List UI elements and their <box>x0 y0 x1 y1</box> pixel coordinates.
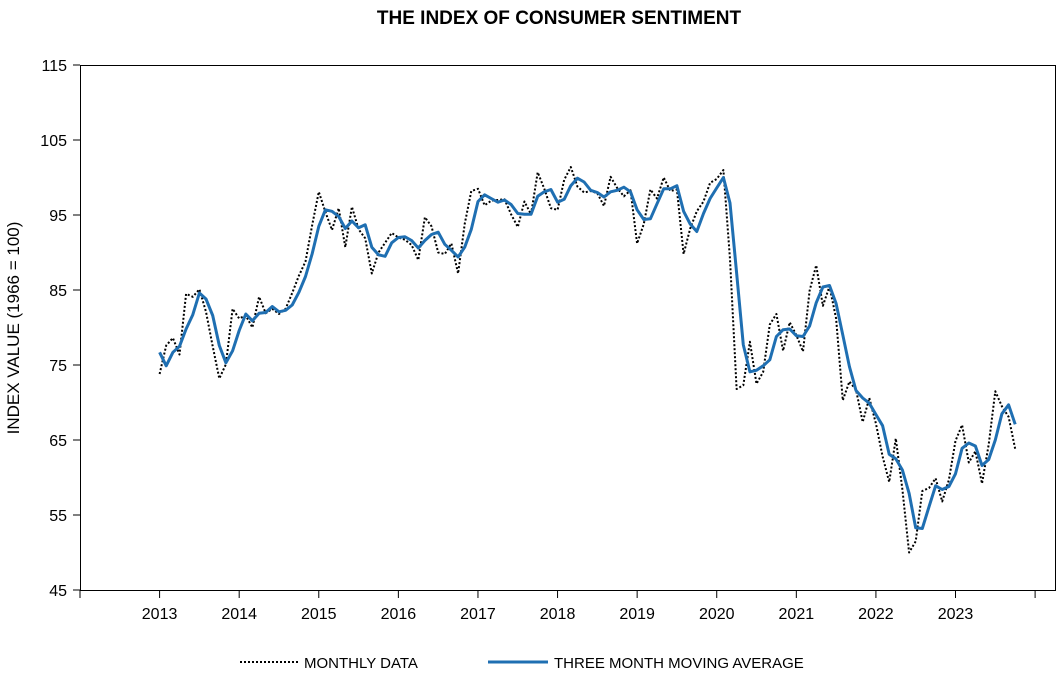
x-tick-label: 2021 <box>779 606 815 623</box>
y-tick-label: 65 <box>49 433 67 450</box>
y-tick-label: 45 <box>49 583 67 600</box>
series-layer <box>158 166 1017 554</box>
x-tick-label: 2019 <box>619 606 655 623</box>
x-tick-label: 2018 <box>540 606 576 623</box>
x-tick-label: 2014 <box>221 606 257 623</box>
x-tick-label: 2016 <box>381 606 417 623</box>
y-axis-label: INDEX VALUE (1966 = 100) <box>4 222 23 435</box>
x-tick-label: 2023 <box>938 606 974 623</box>
y-tick-label: 95 <box>49 208 67 225</box>
legend: MONTHLY DATA THREE MONTH MOVING AVERAGE <box>240 655 804 672</box>
series-line-moving-average <box>158 176 1017 530</box>
legend-label-moving-average: THREE MONTH MOVING AVERAGE <box>554 655 804 672</box>
x-tick-label: 2017 <box>460 606 496 623</box>
x-tick-label: 2015 <box>301 606 337 623</box>
x-tick-label: 2022 <box>858 606 894 623</box>
legend-label-monthly-data: MONTHLY DATA <box>304 655 418 672</box>
y-tick-label: 105 <box>40 133 67 150</box>
series-line-monthly-data <box>158 166 1017 554</box>
x-axis: 2013 2014 2015 2016 2017 2018 2019 2020 2021 2022… <box>79 590 1036 623</box>
x-tick-label: 2013 <box>142 606 178 623</box>
x-tick-label: 2020 <box>699 606 735 623</box>
y-tick-label: 55 <box>49 508 67 525</box>
y-axis: 45 55 65 75 85 95 105 115 <box>40 58 80 600</box>
y-tick-label: 85 <box>49 283 67 300</box>
chart-title: THE INDEX OF CONSUMER SENTIMENT <box>377 8 742 29</box>
y-tick-label: 115 <box>41 58 67 75</box>
y-tick-label: 75 <box>49 358 67 375</box>
plot-area-frame <box>80 65 1056 591</box>
